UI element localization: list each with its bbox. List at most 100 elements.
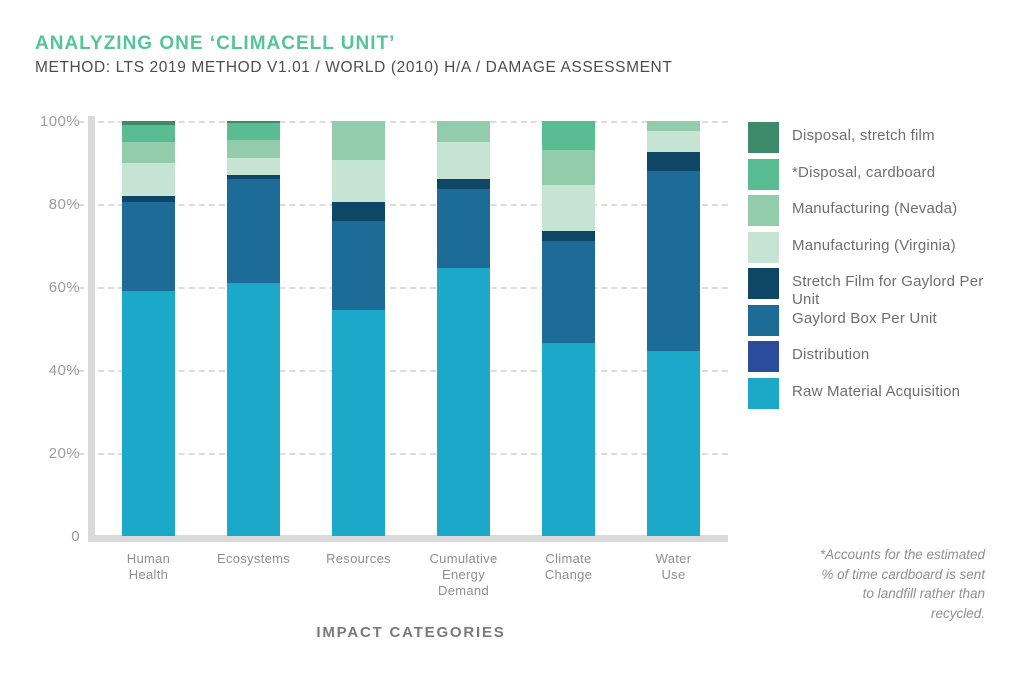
- x-tick-label-line: Health: [128, 567, 169, 582]
- gridline-60: [78, 287, 728, 289]
- bar-segment: [542, 230, 595, 242]
- bar-segment: [122, 162, 175, 196]
- bar-slot: [411, 121, 516, 536]
- bar-segment: [542, 241, 595, 344]
- x-tick-label: Cumulative Energy Demand: [411, 551, 516, 599]
- x-tick-label-line: Cumulative: [429, 551, 498, 566]
- x-tick-label-line: Change: [544, 567, 593, 582]
- x-tick-label-line: Use: [661, 567, 686, 582]
- gridline-100: [78, 121, 728, 123]
- bar-segment: [647, 170, 700, 352]
- x-tick-label-line: Energy: [442, 567, 485, 582]
- bar-segment: [122, 195, 175, 202]
- gridline-80: [78, 204, 728, 206]
- y-axis-line: [88, 116, 95, 542]
- legend-item: Gaylord Box Per Unit: [748, 304, 1008, 342]
- bar-slot: [306, 121, 411, 536]
- bar-segment: [227, 121, 280, 124]
- legend-swatch: [748, 304, 779, 336]
- chart-subtitle: METHOD: LTS 2019 METHOD V1.01 / WORLD (2…: [35, 59, 673, 76]
- bar-slot: [201, 121, 306, 536]
- bar-segment: [122, 201, 175, 292]
- legend-swatch: [748, 341, 779, 372]
- bar-segment: [227, 179, 280, 283]
- gridline-20: [78, 453, 728, 455]
- chart-title: ANALYZING ONE ‘CLIMACELL UNIT’: [35, 33, 396, 54]
- legend-label: Distribution: [792, 346, 870, 363]
- legend-swatch: [748, 122, 779, 153]
- bar-slot: [516, 121, 621, 536]
- x-tick-label-line: Ecosystems: [216, 551, 291, 566]
- legend-label: Stretch Film for Gaylord Per Unit: [792, 273, 984, 308]
- bar-segment: [437, 141, 490, 180]
- legend-label: Raw Material Acquisition: [792, 382, 961, 400]
- legend-swatch: [748, 158, 779, 190]
- legend-label: Disposal, stretch film: [792, 127, 935, 144]
- bar-segment: [332, 220, 385, 310]
- bar-segment: [227, 282, 280, 536]
- bar-segment: [647, 131, 700, 153]
- legend-label: *Disposal, cardboard: [792, 163, 936, 181]
- bar-segment: [332, 121, 385, 161]
- legend-label: Gaylord Box Per Unit: [792, 309, 937, 327]
- stacked-bar: [227, 121, 280, 536]
- footnote: *Accounts for the estimated % of time ca…: [819, 547, 985, 621]
- legend-swatch: [748, 268, 779, 299]
- x-tick-label: Resources: [306, 551, 411, 599]
- bar-segment: [542, 121, 595, 151]
- bar-segment: [437, 121, 490, 142]
- x-tick-label: Human Health: [96, 551, 201, 599]
- bar-slot: [621, 121, 726, 536]
- bar-segment: [437, 268, 490, 536]
- bar-segment: [542, 150, 595, 186]
- gridlines: [78, 121, 728, 536]
- x-tick-label-line: Water: [655, 551, 692, 566]
- bar-segment: [227, 174, 280, 180]
- y-tick-label: 40%: [48, 362, 80, 379]
- x-tick-label-line: Human: [126, 551, 171, 566]
- bar-segment: [437, 179, 490, 190]
- stacked-bar: [122, 121, 175, 536]
- bar-segment: [227, 158, 280, 175]
- bar-segment: [647, 121, 700, 132]
- stacked-bar: [437, 121, 490, 536]
- legend-item: *Disposal, cardboard: [748, 158, 1008, 196]
- bar-segment: [332, 160, 385, 202]
- stacked-bar: [332, 121, 385, 536]
- x-tick-label-line: Demand: [438, 583, 489, 598]
- y-tick-label: 60%: [48, 279, 80, 296]
- bar-segment: [227, 139, 280, 159]
- legend: Disposal, stretch film *Disposal, cardboa…: [748, 122, 1008, 414]
- x-tick-label: Ecosystems: [201, 551, 306, 599]
- x-tick-label: Climate Change: [516, 551, 621, 599]
- bar-segment: [437, 189, 490, 269]
- stacked-bar: [542, 121, 595, 536]
- bar-segment: [122, 125, 175, 142]
- bar-segment: [122, 121, 175, 126]
- legend-item: Disposal, stretch film: [748, 122, 1008, 159]
- x-tick-label: Water Use: [621, 551, 726, 599]
- y-tick-label: 0: [71, 528, 80, 545]
- y-axis-tick-labels: 100% 80% 60% 40% 20% 0: [0, 113, 80, 545]
- plot-area: [96, 121, 726, 536]
- bar-segment: [647, 351, 700, 536]
- bar-segment: [227, 123, 280, 140]
- legend-swatch: [748, 377, 779, 409]
- bar-segment: [122, 291, 175, 536]
- bar-slot: [96, 121, 201, 536]
- x-axis-line: [88, 535, 728, 542]
- gridline-40: [78, 370, 728, 372]
- legend-item: Distribution: [748, 341, 1008, 378]
- legend-item: Manufacturing (Nevada): [748, 195, 1008, 232]
- bar-segment: [542, 343, 595, 536]
- y-tick-label: 100%: [40, 113, 80, 130]
- legend-swatch: [748, 231, 779, 263]
- bar-segment: [122, 141, 175, 163]
- x-axis-labels: Human Health Ecosystems Resources Cumulative…: [96, 551, 726, 599]
- legend-swatch: [748, 195, 779, 226]
- legend-item: Stretch Film for Gaylord Per Unit: [748, 268, 1008, 308]
- bar-segment: [542, 185, 595, 231]
- legend-label: Manufacturing (Virginia): [792, 236, 956, 254]
- legend-label: Manufacturing (Nevada): [792, 200, 958, 217]
